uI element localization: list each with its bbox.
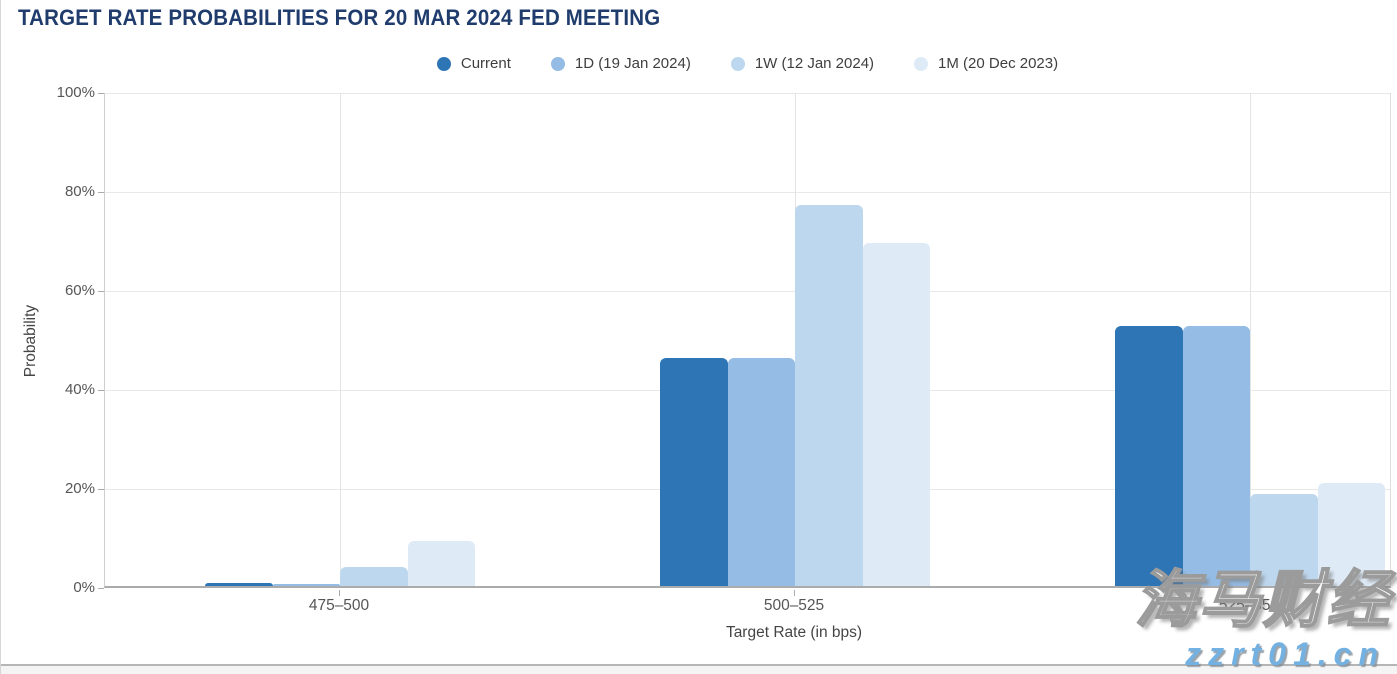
- bar-series1-cat0[interactable]: [272, 583, 340, 586]
- legend-item-2[interactable]: 1W (12 Jan 2024): [730, 55, 875, 72]
- y-tick-mark-40: [98, 390, 104, 391]
- bottom-rule: [1, 664, 1397, 666]
- y-tick-label-40: 40%: [64, 381, 95, 398]
- bar-series3-cat0[interactable]: [407, 540, 475, 586]
- bar-series1-cat2[interactable]: [1182, 325, 1250, 586]
- watermark-brand-text: 海马财经: [1134, 566, 1391, 635]
- legend-item-1[interactable]: 1D (19 Jan 2024): [550, 55, 691, 72]
- x-tick-mark-0: [339, 590, 340, 596]
- legend-dot-icon: [436, 56, 451, 71]
- footer-strip: [1, 666, 1397, 674]
- y-tick-label-20: 20%: [64, 480, 95, 497]
- bar-series3-cat2[interactable]: [1317, 483, 1385, 586]
- y-tick-mark-60: [98, 291, 104, 292]
- y-tick-mark-0: [98, 588, 104, 589]
- legend-dot-icon: [914, 56, 929, 71]
- bar-series2-cat1[interactable]: [795, 205, 863, 586]
- chart-title: TARGET RATE PROBABILITIES FOR 20 MAR 202…: [18, 5, 661, 30]
- gridline-80: [105, 192, 1390, 193]
- legend-item-0[interactable]: Current: [436, 55, 511, 72]
- plot-area: [104, 93, 1391, 588]
- y-tick-mark-80: [98, 192, 104, 193]
- bar-series1-cat1[interactable]: [727, 358, 795, 586]
- gridline-60: [105, 291, 1390, 292]
- bar-series3-cat1[interactable]: [862, 242, 930, 586]
- watermark-url-text: zzrt01.cn: [1185, 636, 1385, 672]
- legend-label: Current: [460, 55, 511, 72]
- gridline-category-2: [1250, 93, 1251, 586]
- x-category-label-1: 500–525: [763, 597, 825, 614]
- legend-item-3[interactable]: 1M (20 Dec 2023): [914, 55, 1058, 72]
- gridline-category-0: [340, 93, 341, 586]
- y-tick-mark-20: [98, 489, 104, 490]
- x-axis-title: Target Rate (in bps): [725, 624, 863, 641]
- bar-series0-cat0[interactable]: [205, 582, 273, 586]
- legend-label: 1M (20 Dec 2023): [938, 55, 1059, 72]
- x-category-label-0: 475–500: [308, 597, 370, 614]
- x-category-label-2: 525–550: [1218, 597, 1280, 614]
- x-tick-mark-1: [794, 590, 795, 596]
- legend-dot-icon: [550, 56, 565, 71]
- legend-label: 1D (19 Jan 2024): [574, 55, 691, 72]
- y-tick-label-100: 100%: [56, 84, 95, 101]
- legend: Current 1D (19 Jan 2024) 1W (12 Jan 2024) 1…: [104, 55, 1391, 72]
- legend-dot-icon: [730, 56, 745, 71]
- y-tick-label-80: 80%: [64, 183, 95, 200]
- bar-series2-cat2[interactable]: [1250, 493, 1318, 586]
- y-tick-mark-100: [98, 93, 104, 94]
- y-tick-label-60: 60%: [64, 282, 95, 299]
- bar-series0-cat1[interactable]: [660, 358, 728, 586]
- y-tick-label-0: 0%: [73, 579, 95, 596]
- gridline-100: [105, 93, 1390, 94]
- legend-label: 1W (12 Jan 2024): [754, 55, 875, 72]
- x-tick-mark-2: [1249, 590, 1250, 596]
- bar-series2-cat0[interactable]: [340, 566, 408, 586]
- bar-series0-cat2[interactable]: [1115, 325, 1183, 586]
- y-axis-title: Probability: [22, 304, 39, 378]
